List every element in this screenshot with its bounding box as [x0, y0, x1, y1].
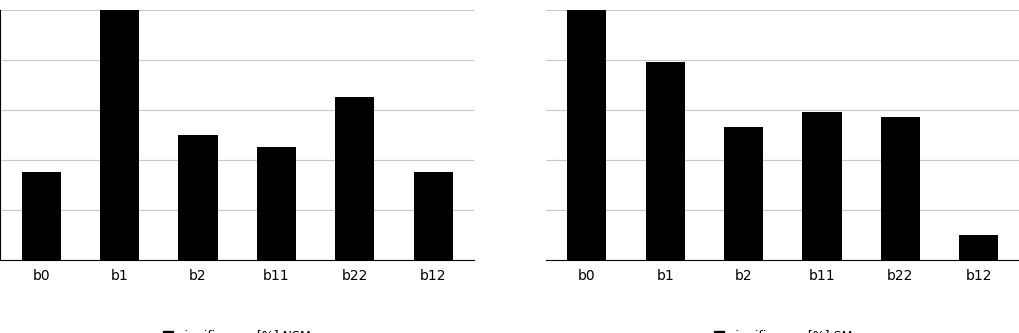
Legend: significance [%] SM: significance [%] SM: [708, 325, 856, 333]
Bar: [645, 63, 684, 260]
Bar: [414, 172, 452, 260]
Legend: significance [%] NSM: significance [%] NSM: [158, 325, 316, 333]
Bar: [880, 118, 919, 260]
Bar: [958, 235, 998, 260]
Bar: [100, 10, 139, 260]
Bar: [567, 10, 605, 260]
Bar: [257, 148, 296, 260]
Bar: [802, 113, 841, 260]
Bar: [178, 135, 217, 260]
Bar: [21, 172, 61, 260]
Bar: [723, 128, 762, 260]
Bar: [335, 97, 374, 260]
